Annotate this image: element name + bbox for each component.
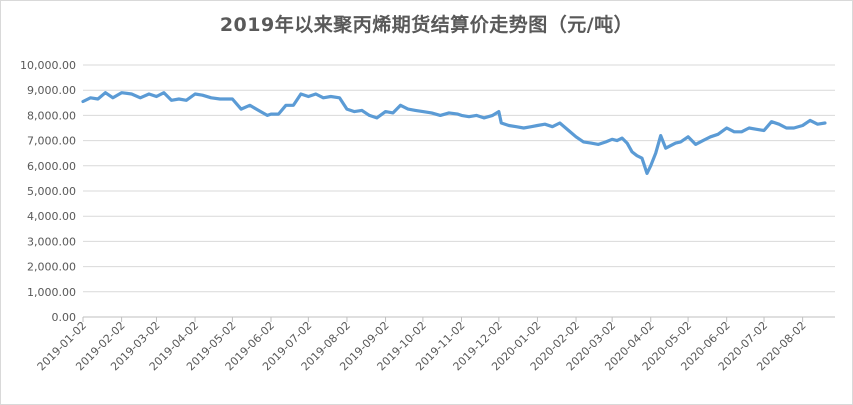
y-tick-label: 4,000.00 [27,210,76,223]
y-tick-label: 9,000.00 [27,84,76,97]
y-tick-label: 0.00 [52,311,77,324]
y-tick-label: 6,000.00 [27,160,76,173]
series-line [81,91,827,175]
gridlines [82,64,835,322]
y-tick-label: 10,000.00 [20,59,76,72]
y-tick-label: 1,000.00 [27,286,76,299]
y-tick-label: 8,000.00 [27,109,76,122]
y-tick-label: 2,000.00 [27,261,76,274]
plot-area [81,91,827,175]
y-axis-labels: 0.00 1,000.00 2,000.00 3,000.00 4,000.00 5,00… [20,59,76,324]
y-tick-label: 5,000.00 [27,185,76,198]
y-tick-label: 3,000.00 [27,235,76,248]
chart-title: 2019年以来聚丙烯期货结算价走势图（元/吨） [219,14,634,36]
y-tick-label: 7,000.00 [27,135,76,148]
x-axis-labels: 2019-01-022019-02-022019-03-022019-04-02… [35,319,809,373]
